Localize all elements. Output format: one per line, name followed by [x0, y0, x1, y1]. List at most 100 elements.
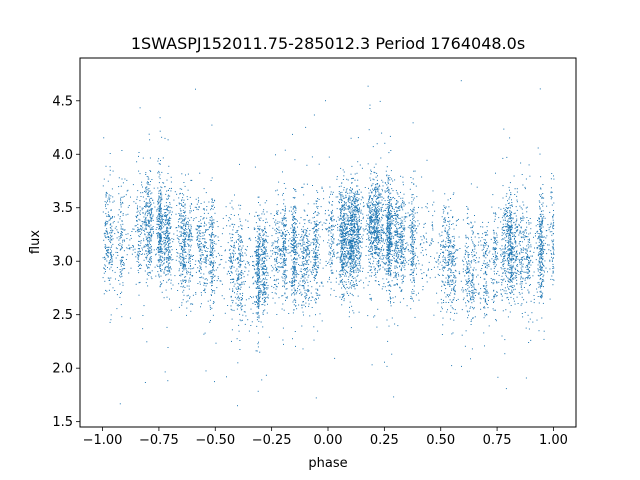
data-point: [264, 262, 265, 264]
data-point: [298, 254, 300, 256]
data-point: [512, 246, 514, 248]
data-point: [410, 252, 412, 254]
data-point: [233, 281, 235, 283]
data-point: [495, 293, 496, 295]
data-point: [340, 218, 342, 220]
data-point: [465, 279, 467, 281]
data-point: [200, 226, 201, 227]
data-point: [256, 319, 258, 321]
data-point: [515, 257, 517, 259]
data-point: [107, 255, 109, 257]
data-point: [443, 210, 445, 212]
data-point: [329, 230, 331, 232]
data-point: [136, 216, 138, 218]
data-point: [292, 212, 294, 214]
data-point: [185, 301, 187, 303]
data-point: [351, 245, 353, 247]
data-point: [189, 212, 191, 214]
data-point: [138, 155, 139, 157]
data-point: [413, 243, 415, 245]
data-point: [343, 189, 345, 191]
data-point: [189, 254, 190, 255]
data-point: [217, 278, 219, 280]
data-point: [529, 175, 531, 177]
data-point: [149, 216, 151, 218]
data-point: [114, 227, 116, 229]
data-point: [200, 277, 202, 279]
data-point: [181, 232, 183, 234]
data-point: [178, 236, 180, 238]
data-point: [239, 284, 241, 286]
data-point: [444, 256, 446, 258]
data-point: [441, 244, 443, 246]
data-point: [317, 264, 319, 266]
data-point: [373, 233, 375, 235]
data-point: [158, 260, 160, 261]
data-point: [145, 187, 146, 189]
data-point: [355, 280, 357, 282]
data-point: [277, 221, 279, 223]
data-point: [372, 213, 374, 215]
data-point: [265, 250, 267, 252]
data-point: [535, 235, 536, 237]
data-point: [373, 252, 375, 253]
data-point: [401, 207, 403, 209]
data-point: [191, 234, 192, 236]
data-point: [241, 277, 243, 279]
data-point: [467, 266, 469, 268]
data-point: [360, 199, 362, 201]
data-point: [378, 200, 380, 202]
data-point: [119, 269, 121, 270]
data-point: [522, 231, 524, 233]
data-point: [273, 275, 275, 277]
data-point: [389, 259, 391, 261]
data-point: [346, 271, 347, 273]
data-point: [503, 207, 505, 209]
data-point: [325, 210, 326, 212]
data-point: [376, 186, 378, 188]
data-point: [305, 259, 307, 261]
data-point: [186, 314, 187, 316]
data-point: [359, 164, 361, 166]
data-point: [465, 305, 467, 307]
data-point: [540, 291, 542, 293]
data-point: [398, 275, 400, 277]
data-point: [351, 261, 353, 263]
data-point: [156, 210, 158, 212]
data-point: [386, 226, 388, 228]
data-point: [236, 293, 238, 295]
data-point: [400, 236, 402, 237]
data-point: [352, 212, 354, 214]
data-point: [505, 226, 507, 228]
data-point: [338, 283, 340, 285]
data-point: [347, 279, 349, 280]
data-point: [483, 288, 485, 289]
data-point: [273, 287, 275, 289]
data-point: [283, 228, 285, 230]
data-point: [416, 273, 417, 275]
data-point: [387, 187, 389, 189]
data-point: [339, 194, 341, 196]
data-point: [318, 267, 320, 269]
data-point: [421, 207, 423, 209]
data-point: [189, 235, 191, 237]
data-point: [315, 314, 316, 316]
data-point: [240, 320, 242, 322]
data-point: [519, 241, 520, 243]
data-point: [520, 248, 522, 250]
data-point: [376, 252, 378, 254]
data-point: [169, 210, 171, 212]
data-point: [109, 260, 111, 262]
data-point: [355, 206, 356, 208]
data-point: [339, 280, 341, 282]
data-point: [211, 307, 213, 309]
data-point: [259, 277, 260, 279]
data-point: [402, 277, 404, 279]
data-point: [147, 202, 149, 204]
data-point: [237, 286, 239, 288]
data-point: [449, 244, 451, 246]
data-point: [545, 237, 547, 239]
data-point: [360, 279, 362, 281]
data-point: [410, 279, 411, 281]
data-point: [146, 244, 148, 246]
